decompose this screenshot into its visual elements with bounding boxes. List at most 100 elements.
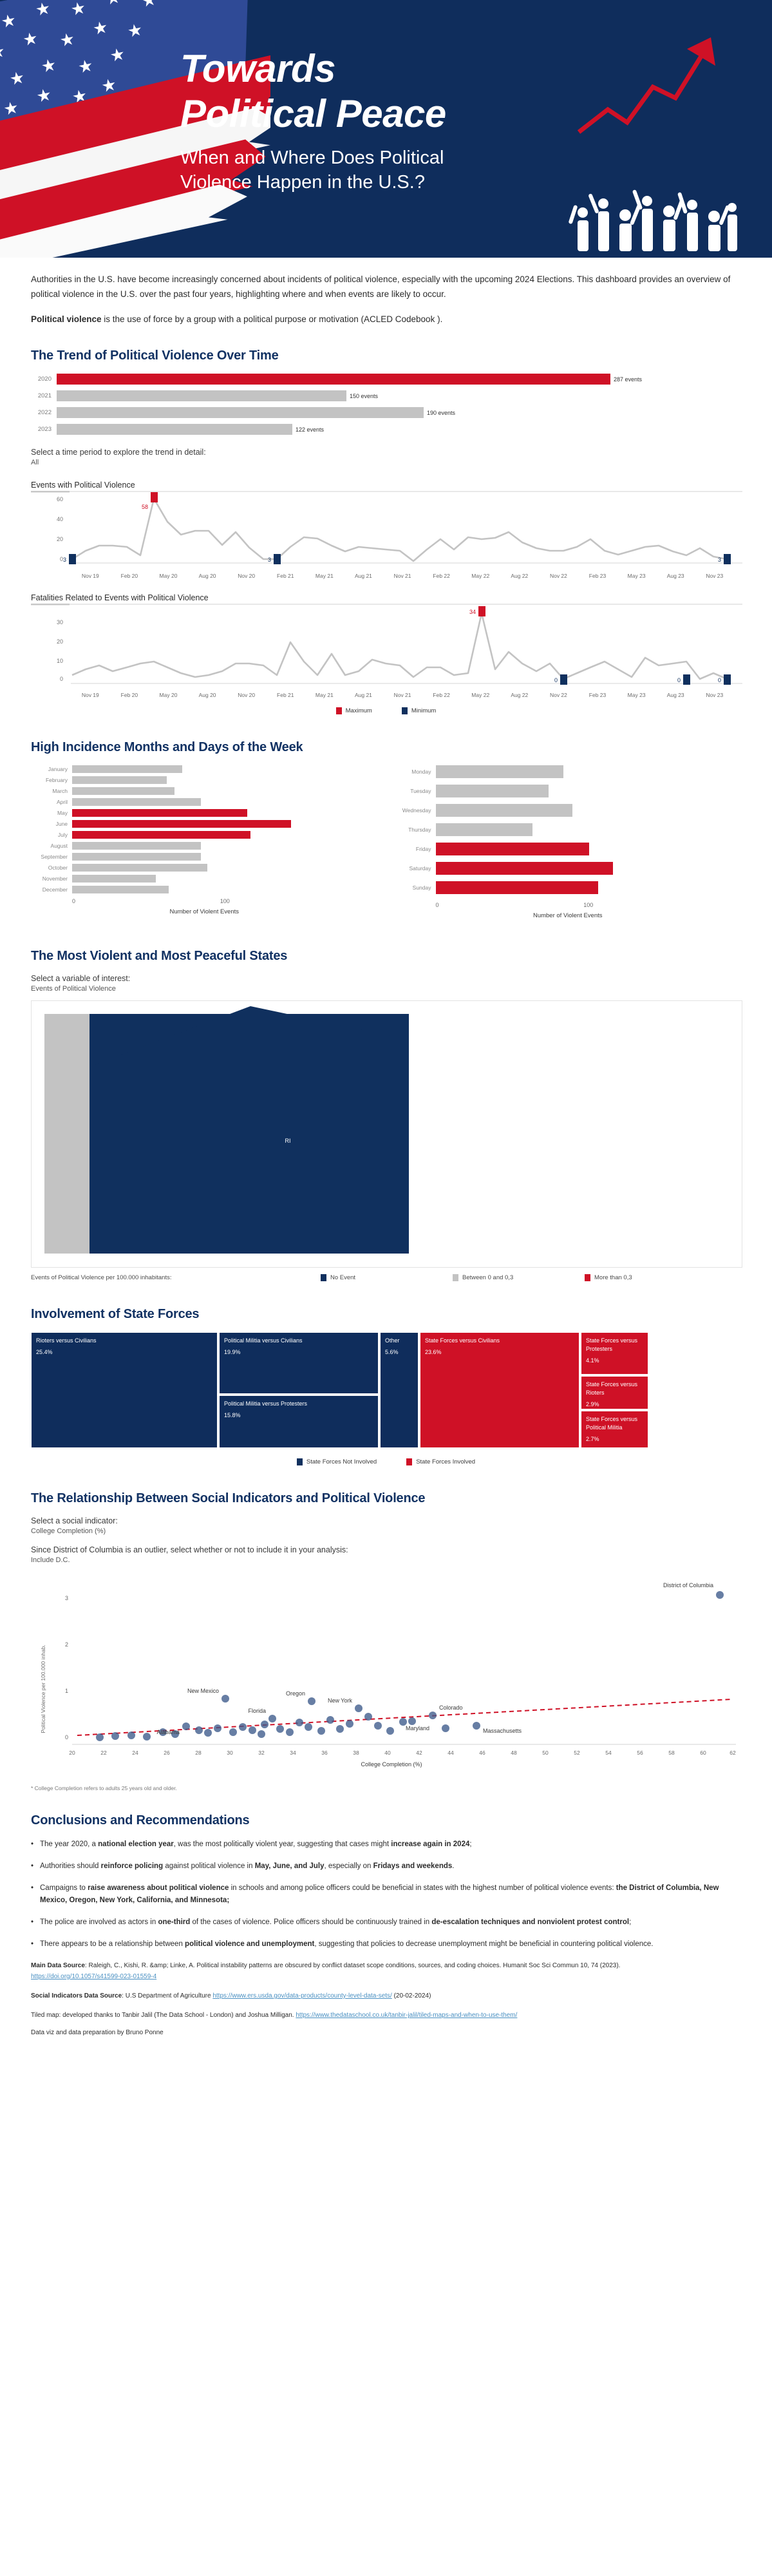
svg-text:0: 0 [60,556,63,562]
treemap-cell-forces-protesters[interactable]: State Forces versus Protesters 4.1% [581,1332,648,1375]
table-row[interactable]: November [31,875,378,883]
table-row[interactable]: Thursday [395,823,742,836]
treemap-cell-value: 23.6% [425,1349,442,1355]
maximum-swatch-icon [335,707,342,714]
hero-banner: ★ ★ ★ ★ ★ ★ ★ ★ ★ ★ ★ ★ ★ ★ ★ ★ ★ ★ ★ ★ [0,0,772,258]
table-row[interactable]: December [31,886,378,893]
treemap-cell-other[interactable]: Other 5.6% [380,1332,419,1448]
treemap-cell-militia-civilians[interactable]: Political Militia versus Civilians 19.9% [219,1332,379,1394]
month-bar[interactable] [72,787,174,795]
table-row[interactable]: 2021 150 events [31,390,741,401]
legend-item-no-event[interactable]: No Event [321,1274,453,1281]
tiled-state-map[interactable]: RI [31,1000,742,1268]
table-row[interactable]: 2020 287 events [31,374,741,385]
events-line-chart[interactable]: 60 40 20 0 58 3 3 3 Nov 19 Feb 20 May 20… [31,490,742,579]
legend-item-more-than[interactable]: More than 0,3 [585,1274,717,1281]
svg-text:10: 10 [57,658,63,664]
svg-text:Alabama: Alabama [156,1729,180,1735]
intro-block: Authorities in the U.S. have become incr… [31,272,741,327]
year-bar[interactable] [57,374,610,385]
day-bar[interactable] [435,785,549,797]
time-period-select[interactable]: All [31,459,39,466]
month-bar[interactable] [72,776,167,784]
dashboard-page: ★ ★ ★ ★ ★ ★ ★ ★ ★ ★ ★ ★ ★ ★ ★ ★ ★ ★ ★ ★ [0,0,772,2036]
treemap-cell-militia-protesters[interactable]: Political Militia versus Protesters 15.8… [219,1395,379,1448]
year-label: 2022 [37,409,52,416]
table-row[interactable]: Friday [395,843,742,855]
day-bar[interactable] [435,804,572,817]
legend-item-involved[interactable]: State Forces Involved [406,1458,475,1465]
legend-item-not-involved[interactable]: State Forces Not Involved [296,1458,377,1465]
table-row[interactable]: March [31,787,378,795]
day-bar[interactable] [435,823,532,836]
year-value: 122 events [296,426,325,433]
table-row[interactable]: May [31,809,378,817]
day-bar[interactable] [435,881,598,894]
month-bar[interactable] [72,842,201,850]
year-bar[interactable] [57,407,424,418]
month-bar[interactable] [72,820,291,828]
month-bar[interactable] [72,765,182,773]
table-row[interactable]: Monday [395,765,742,778]
source-link[interactable]: https://doi.org/10.1057/s41599-023-01559… [31,1973,157,1980]
legend-item-minimum[interactable]: Minimum [401,707,436,714]
svg-text:40: 40 [384,1750,391,1756]
treemap-cell-forces-civilians[interactable]: State Forces versus Civilians 23.6% [420,1332,579,1448]
year-bar[interactable] [57,424,292,435]
incidence-charts: January February March April May June Ju… [31,765,741,919]
month-bar[interactable] [72,864,207,872]
social-scatter-plot[interactable]: Political Violence per 100.000 inhab. 3 … [31,1573,742,1776]
table-row[interactable]: April [31,798,378,806]
list-item: There appears to be a relationship betwe… [31,1938,741,1951]
table-row[interactable]: August [31,842,378,850]
table-row[interactable]: October [31,864,378,872]
source-link[interactable]: https://www.thedataschool.co.uk/tanbir-j… [296,2012,518,2019]
treemap-cell-rioters-civilians[interactable]: Rioters versus Civilians 25.4% [31,1332,218,1448]
month-bar[interactable] [72,809,247,817]
outlier-select[interactable]: Include D.C. [31,1556,70,1564]
table-row[interactable]: 2022 190 events [31,407,741,418]
month-bar[interactable] [72,886,169,893]
scatter-svg[interactable]: Political Violence per 100.000 inhab. 3 … [31,1573,742,1773]
table-row[interactable]: Wednesday [395,804,742,817]
rising-arrow-icon [577,37,715,134]
year-bar[interactable] [57,390,346,401]
table-row[interactable]: Saturday [395,862,742,875]
treemap-cell-forces-rioters[interactable]: State Forces versus Rioters 2.9% [581,1376,648,1409]
day-bar[interactable] [435,862,613,875]
state-forces-treemap[interactable]: Rioters versus Civilians 25.4% Political… [31,1332,742,1448]
svg-text:0: 0 [554,677,558,683]
table-row[interactable]: February [31,776,378,784]
fatalities-line-svg: 30 20 10 0 34 0 0 0 [31,603,742,685]
section-title-social: The Relationship Between Social Indicato… [31,1491,426,1505]
legend-item-maximum[interactable]: Maximum [335,707,372,714]
svg-text:54: 54 [605,1750,612,1756]
treemap-cell-forces-militia[interactable]: State Forces versus Political Militia 2.… [581,1411,648,1448]
definition-term: Political violence [31,314,102,324]
svg-text:44: 44 [447,1750,454,1756]
social-indicator-select[interactable]: College Completion (%) [31,1527,106,1535]
x-tick: Aug 20 [198,573,216,579]
day-bar[interactable] [435,843,589,855]
svg-text:3: 3 [718,557,721,563]
table-row[interactable]: July [31,831,378,839]
table-row[interactable]: Tuesday [395,785,742,797]
not-involved-swatch-icon [296,1458,303,1465]
month-bar[interactable] [72,853,201,861]
day-bar[interactable] [435,765,563,778]
table-row[interactable]: Sunday [395,881,742,894]
table-row[interactable]: September [31,853,378,861]
source-link[interactable]: https://www.ers.usda.gov/data-products/c… [212,1992,392,1999]
table-row[interactable]: January [31,765,378,773]
fatalities-line-chart[interactable]: 30 20 10 0 34 0 0 0 Nov 19 Feb 20 May 20… [31,603,742,698]
month-bar[interactable] [72,798,201,806]
tiled-map-svg[interactable]: RI [32,1001,742,1267]
legend-item-between[interactable]: Between 0 and 0,3 [453,1274,585,1281]
outlier-prompt: Since District of Columbia is an outlier… [31,1545,348,1554]
month-bar[interactable] [72,831,250,839]
table-row[interactable]: June [31,820,378,828]
month-bar[interactable] [72,875,156,883]
variable-select[interactable]: Events of Political Violence [31,985,116,993]
table-row[interactable]: 2023 122 events [31,424,741,435]
x-tick-0: 0 [72,898,76,904]
